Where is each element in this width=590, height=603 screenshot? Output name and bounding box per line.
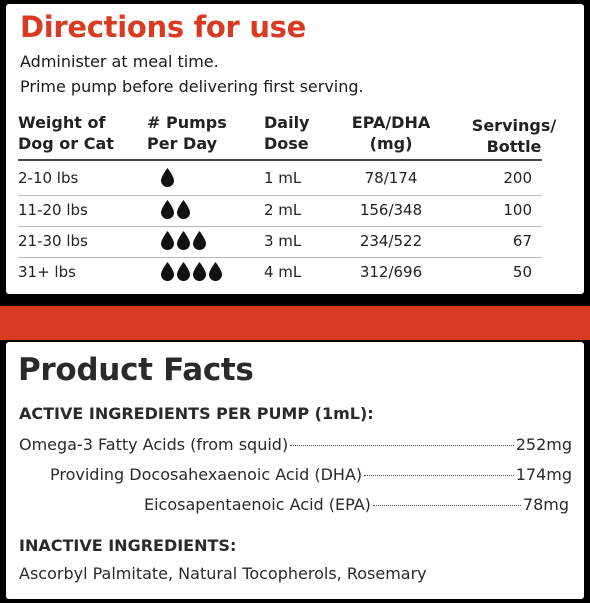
row-divider	[18, 226, 542, 227]
drop-icon	[177, 200, 190, 219]
ingredient-dha: Providing Docosahexaenoic Acid (DHA) 174…	[50, 465, 572, 484]
cell-epa-dha: 156/348	[359, 201, 423, 219]
drop-icon	[177, 262, 190, 281]
ingredient-name: Eicosapentaenoic Acid (EPA)	[144, 495, 371, 514]
drop-icon	[161, 262, 174, 281]
cell-dose: 2 mL	[264, 201, 302, 219]
inactive-ingredients-heading: INACTIVE INGREDIENTS:	[19, 536, 237, 555]
cell-weight: 31+ lbs	[18, 263, 76, 281]
header-weight-line1: Weight of	[18, 113, 106, 132]
header-epa-line1: EPA/DHA	[351, 113, 431, 132]
accent-divider-band	[0, 306, 590, 340]
drop-icon	[209, 262, 222, 281]
header-dose-line2: Dose	[264, 134, 309, 153]
directions-line-prime: Prime pump before delivering first servi…	[20, 77, 364, 96]
drop-icon	[161, 168, 174, 187]
header-dose: Daily Dose	[264, 112, 309, 154]
row-divider	[18, 195, 542, 196]
header-epa-dha: EPA/DHA (mg)	[346, 112, 436, 154]
header-pumps-line2: Per Day	[147, 134, 218, 153]
product-facts-title: Product Facts	[18, 352, 254, 388]
cell-epa-dha: 78/174	[364, 169, 418, 187]
cell-servings: 50	[512, 263, 532, 281]
ingredient-name: Providing Docosahexaenoic Acid (DHA)	[50, 465, 363, 484]
ingredient-epa: Eicosapentaenoic Acid (EPA) 78mg	[144, 495, 569, 514]
header-weight: Weight of Dog or Cat	[18, 112, 114, 154]
header-pumps: # Pumps Per Day	[147, 112, 227, 154]
cell-servings: 100	[503, 201, 532, 219]
ingredient-omega3: Omega-3 Fatty Acids (from squid) 252mg	[19, 435, 572, 454]
drop-icon	[177, 231, 190, 250]
directions-title: Directions for use	[20, 10, 307, 44]
drop-icon	[161, 231, 174, 250]
product-facts-panel: Product Facts ACTIVE INGREDIENTS PER PUM…	[6, 342, 584, 599]
dotted-leader	[290, 445, 514, 446]
directions-line-meal: Administer at meal time.	[20, 52, 219, 71]
cell-weight: 2-10 lbs	[18, 169, 79, 187]
active-ingredients-heading: ACTIVE INGREDIENTS PER PUMP (1mL):	[19, 404, 374, 423]
cell-dose: 3 mL	[264, 232, 302, 250]
header-epa-line2: (mg)	[369, 134, 413, 153]
dotted-leader	[364, 475, 514, 476]
table-header-rule	[18, 159, 542, 161]
cell-weight: 21-30 lbs	[18, 232, 88, 250]
header-servings-line1: Servings/	[471, 116, 557, 135]
drop-icon	[193, 262, 206, 281]
cell-servings: 200	[503, 169, 532, 187]
cell-weight: 11-20 lbs	[18, 201, 88, 219]
ingredient-amount: 78mg	[522, 495, 569, 514]
cell-servings: 67	[512, 232, 532, 250]
cell-epa-dha: 234/522	[359, 232, 423, 250]
cell-dose: 1 mL	[264, 169, 302, 187]
header-dose-line1: Daily	[264, 113, 310, 132]
pump-drops	[161, 200, 190, 219]
row-divider	[18, 257, 542, 258]
pump-drops	[161, 231, 206, 250]
header-pumps-line1: # Pumps	[147, 113, 227, 132]
ingredient-name: Omega-3 Fatty Acids (from squid)	[19, 435, 289, 454]
header-servings: Servings/ Bottle	[468, 115, 560, 157]
ingredient-amount: 252mg	[515, 435, 572, 454]
inactive-ingredients-list: Ascorbyl Palmitate, Natural Tocopherols,…	[19, 564, 427, 583]
cell-epa-dha: 312/696	[359, 263, 423, 281]
drop-icon	[161, 200, 174, 219]
header-weight-line2: Dog or Cat	[18, 134, 114, 153]
ingredient-amount: 174mg	[515, 465, 572, 484]
cell-dose: 4 mL	[264, 263, 302, 281]
pump-drops	[161, 262, 222, 281]
pump-drops	[161, 168, 174, 187]
directions-panel: Directions for use Administer at meal ti…	[6, 4, 584, 294]
dotted-leader	[372, 505, 521, 506]
header-servings-line2: Bottle	[486, 137, 542, 156]
drop-icon	[193, 231, 206, 250]
